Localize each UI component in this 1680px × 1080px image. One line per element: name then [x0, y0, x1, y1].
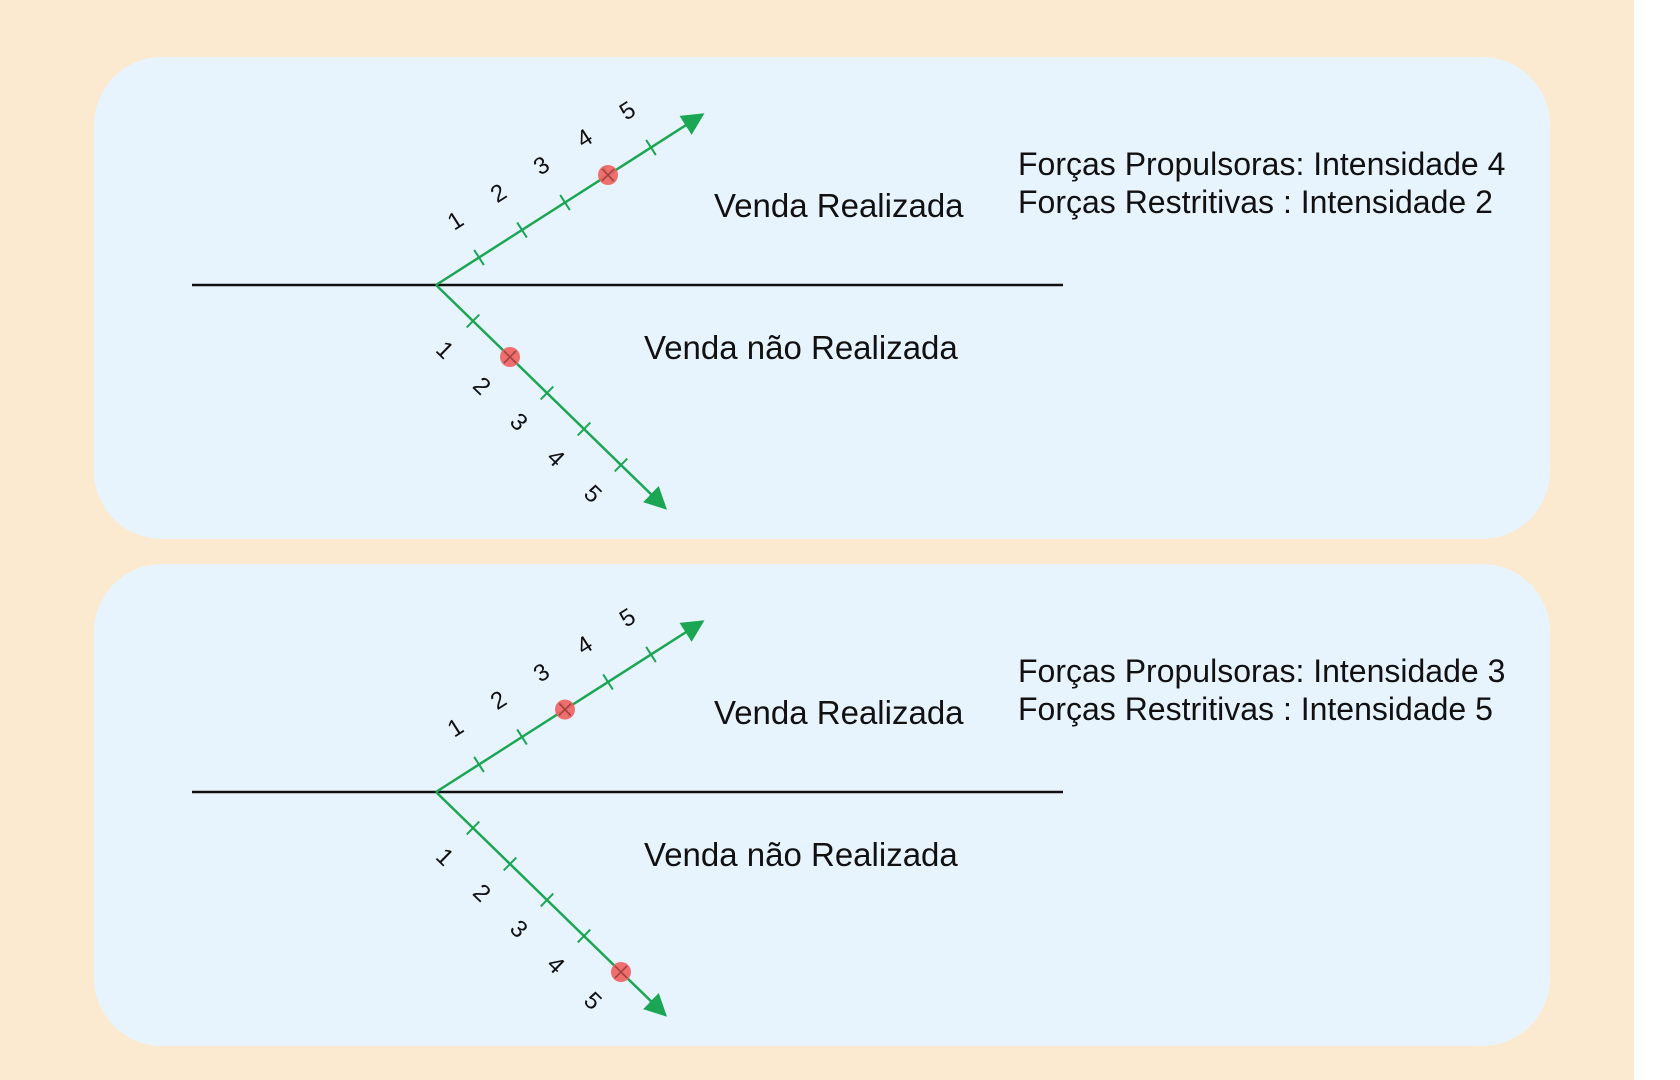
restraining-force-tick — [577, 421, 591, 437]
restraining-force-marker-cross — [503, 350, 517, 364]
driving-force-scale-label: 5 — [615, 96, 641, 126]
restraining-force-scale-label: 1 — [430, 336, 458, 365]
driving-force-tick — [559, 194, 571, 211]
restraining-force-tick — [503, 856, 517, 872]
driving-force-scale-label: 3 — [529, 658, 555, 688]
outcome-label-lower: Venda não Realizada — [644, 836, 958, 873]
driving-force-scale-label: 3 — [529, 151, 555, 181]
driving-force-tick — [473, 249, 485, 266]
restraining-force-tick — [577, 928, 591, 944]
outcome-label-lower: Venda não Realizada — [644, 329, 958, 366]
restraining-force-scale-label: 4 — [541, 444, 569, 473]
outcome-label-upper: Venda Realizada — [714, 187, 964, 224]
restraining-force-marker-cross — [614, 965, 628, 979]
driving-force-marker-cross — [601, 168, 615, 182]
restraining-force-scale-label: 3 — [504, 408, 532, 437]
restraining-force-scale-label: 3 — [504, 915, 532, 944]
outcome-label-upper: Venda Realizada — [714, 694, 964, 731]
restraining-force-tick — [466, 820, 480, 836]
restraining-forces-text: Forças Restritivas : Intensidade 5 — [1018, 691, 1493, 727]
driving-force-marker-cross — [558, 702, 572, 717]
driving-forces-text: Forças Propulsoras: Intensidade 4 — [1018, 146, 1506, 182]
driving-force-tick — [645, 139, 657, 156]
restraining-force-scale-label: 1 — [430, 843, 458, 872]
restraining-force-scale-label: 4 — [541, 951, 569, 980]
restraining-force-tick — [540, 385, 554, 401]
driving-force-scale-label: 4 — [572, 124, 598, 154]
driving-force-tick — [516, 728, 528, 746]
restraining-force-scale-label: 2 — [467, 372, 495, 401]
driving-force-scale-label: 5 — [615, 603, 641, 633]
driving-force-tick — [473, 756, 485, 773]
restraining-force-scale-label: 5 — [578, 480, 606, 509]
driving-force-scale-label: 2 — [486, 686, 512, 716]
restraining-force-scale-label: 5 — [578, 987, 606, 1016]
restraining-force-scale-label: 2 — [467, 879, 495, 908]
driving-force-scale-label: 2 — [486, 179, 512, 209]
driving-force-scale-label: 1 — [443, 713, 469, 743]
restraining-forces-text: Forças Restritivas : Intensidade 2 — [1018, 184, 1493, 220]
restraining-force-tick — [614, 457, 628, 473]
intensity-summary: Forças Propulsoras: Intensidade 3 Forças… — [1018, 652, 1505, 728]
driving-force-scale-label: 1 — [443, 206, 469, 236]
driving-force-arrow — [435, 113, 705, 287]
restraining-force-tick — [540, 892, 554, 908]
restraining-force-tick — [466, 313, 480, 329]
driving-force-tick — [645, 646, 657, 663]
driving-force-scale-label: 4 — [572, 631, 598, 661]
driving-force-tick — [602, 673, 614, 691]
intensity-summary: Forças Propulsoras: Intensidade 4 Forças… — [1018, 145, 1505, 221]
restraining-force-arrow — [435, 284, 668, 510]
driving-forces-text: Forças Propulsoras: Intensidade 3 — [1018, 653, 1506, 689]
driving-force-tick — [516, 221, 528, 239]
restraining-force-arrow — [435, 791, 668, 1017]
